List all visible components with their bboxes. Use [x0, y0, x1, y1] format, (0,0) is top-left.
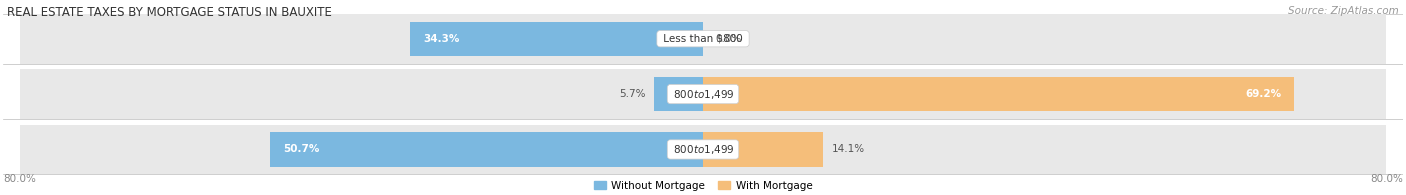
Text: 14.1%: 14.1% [832, 144, 865, 154]
Bar [703, 69, 1386, 119]
Bar [703, 125, 1386, 174]
Bar [20, 125, 703, 174]
Text: 34.3%: 34.3% [423, 34, 460, 44]
Bar [703, 77, 1294, 111]
Bar [411, 22, 703, 56]
Text: 69.2%: 69.2% [1244, 89, 1281, 99]
Legend: Without Mortgage, With Mortgage: Without Mortgage, With Mortgage [589, 176, 817, 195]
Bar [703, 14, 1386, 64]
Bar [703, 132, 824, 167]
Text: Source: ZipAtlas.com: Source: ZipAtlas.com [1288, 6, 1399, 16]
Text: REAL ESTATE TAXES BY MORTGAGE STATUS IN BAUXITE: REAL ESTATE TAXES BY MORTGAGE STATUS IN … [7, 6, 332, 19]
Text: Less than $800: Less than $800 [659, 34, 747, 44]
Bar [654, 77, 703, 111]
Text: 50.7%: 50.7% [283, 144, 319, 154]
Bar [20, 14, 703, 64]
Text: $800 to $1,499: $800 to $1,499 [671, 88, 735, 101]
Text: 0.0%: 0.0% [716, 34, 742, 44]
Text: $800 to $1,499: $800 to $1,499 [671, 143, 735, 156]
Bar [20, 69, 703, 119]
Text: 80.0%: 80.0% [1371, 174, 1403, 184]
Text: 5.7%: 5.7% [619, 89, 645, 99]
Bar [270, 132, 703, 167]
Text: 80.0%: 80.0% [3, 174, 35, 184]
